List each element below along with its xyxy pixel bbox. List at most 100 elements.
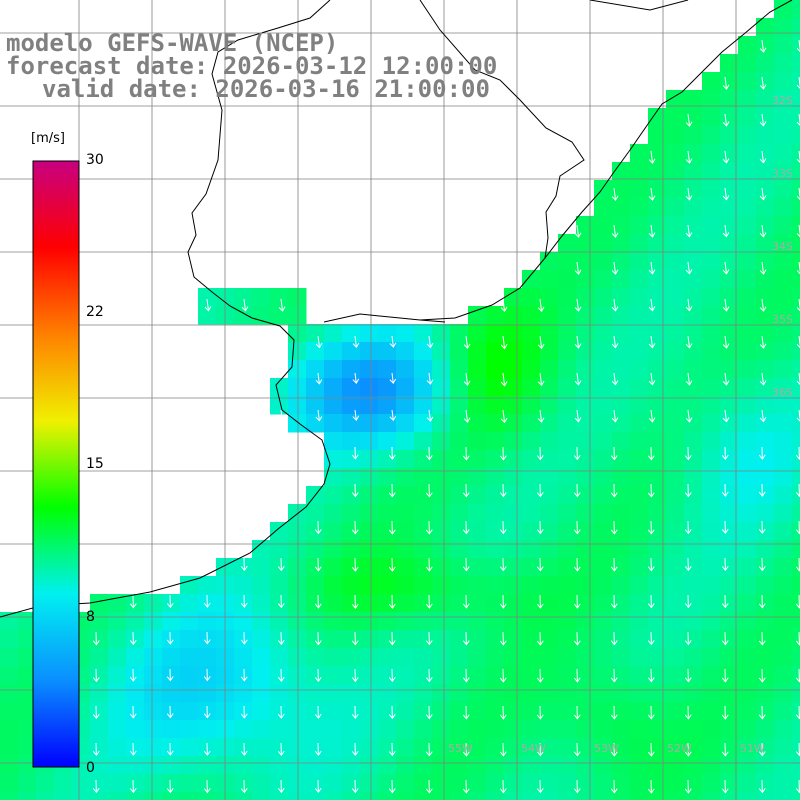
- wind-arrow: [536, 742, 544, 757]
- wind-cell: [324, 522, 343, 541]
- wind-cell: [468, 684, 487, 703]
- wind-cell: [378, 450, 397, 469]
- wind-cell: [342, 612, 361, 631]
- wind-cell: [126, 702, 145, 721]
- wind-cell: [702, 234, 721, 253]
- wind-cell: [792, 396, 800, 415]
- wind-cell: [306, 540, 325, 559]
- wind-cell: [432, 630, 451, 649]
- wind-cell: [540, 540, 559, 559]
- wind-arrows: [92, 39, 800, 794]
- wind-cell: [756, 162, 775, 181]
- wind-cell: [522, 270, 541, 289]
- wind-arrow: [463, 372, 471, 387]
- wind-cell: [144, 594, 163, 613]
- wind-cell: [360, 378, 379, 397]
- wind-cell: [342, 522, 361, 541]
- wind-cell: [558, 630, 577, 649]
- wind-cell: [324, 738, 343, 757]
- wind-cell: [738, 540, 757, 559]
- wind-arrow: [166, 594, 174, 609]
- wind-cell: [720, 720, 739, 739]
- wind-cell: [162, 738, 181, 757]
- wind-cell: [684, 558, 703, 577]
- wind-cell: [234, 576, 253, 595]
- wind-cell: [162, 648, 181, 667]
- wind-arrow: [351, 594, 359, 609]
- wind-cell: [414, 594, 433, 613]
- wind-cell: [72, 774, 91, 793]
- wind-cell: [450, 432, 469, 451]
- wind-arrow: [499, 631, 507, 646]
- wind-cell: [594, 360, 613, 379]
- wind-cell: [630, 648, 649, 667]
- wind-arrow: [684, 446, 692, 461]
- wind-cell: [720, 774, 739, 793]
- colorbar: [32, 160, 80, 768]
- wind-cell: [198, 792, 217, 800]
- wind-cell: [306, 396, 325, 415]
- wind-cell: [324, 792, 343, 800]
- wind-cell: [414, 468, 433, 487]
- wind-cell: [738, 756, 757, 775]
- wind-cell: [486, 396, 505, 415]
- wind-cell: [648, 612, 667, 631]
- wind-cell: [612, 756, 631, 775]
- wind-cell: [486, 720, 505, 739]
- wind-cell: [774, 252, 793, 271]
- wind-arrow: [536, 446, 544, 461]
- wind-arrow: [129, 594, 137, 609]
- wind-cell: [666, 702, 685, 721]
- wind-cell: [684, 468, 703, 487]
- wind-cell: [594, 450, 613, 469]
- wind-cell: [324, 324, 343, 343]
- wind-cell: [594, 306, 613, 325]
- wind-cell: [666, 396, 685, 415]
- wind-cell: [738, 36, 757, 55]
- wind-cell: [396, 648, 415, 667]
- wind-arrow: [721, 668, 729, 683]
- wind-cell: [702, 180, 721, 199]
- wind-cell: [198, 576, 217, 595]
- wind-cell: [576, 288, 595, 307]
- wind-cell: [648, 540, 667, 559]
- wind-cell: [576, 306, 595, 325]
- wind-arrow: [611, 298, 619, 312]
- wind-cell: [702, 396, 721, 415]
- wind-cell: [450, 648, 469, 667]
- wind-cell: [486, 378, 505, 397]
- wind-cell: [378, 414, 397, 433]
- wind-cell: [630, 558, 649, 577]
- wind-arrow: [425, 446, 433, 461]
- wind-cell: [450, 666, 469, 685]
- wind-arrow: [351, 779, 359, 794]
- wind-cell: [522, 342, 541, 361]
- wind-cell: [756, 342, 775, 361]
- wind-arrow: [388, 631, 396, 646]
- wind-arrow: [499, 668, 507, 683]
- wind-cell: [612, 594, 631, 613]
- wind-cell: [738, 162, 757, 181]
- wind-cell: [738, 108, 757, 127]
- wind-cell: [450, 630, 469, 649]
- wind-cell: [270, 774, 289, 793]
- wind-cell: [594, 288, 613, 307]
- wind-cell: [342, 486, 361, 505]
- wind-cell: [342, 396, 361, 415]
- wind-cell: [522, 684, 541, 703]
- wind-cell: [270, 288, 289, 307]
- wind-cell: [666, 540, 685, 559]
- wind-cell: [468, 378, 487, 397]
- wind-cell: [432, 450, 451, 469]
- wind-arrow: [610, 557, 618, 572]
- wind-cell: [558, 432, 577, 451]
- wind-cell: [90, 594, 109, 613]
- wind-cell: [522, 324, 541, 343]
- wind-cell: [630, 414, 649, 433]
- wind-arrow: [647, 594, 655, 609]
- wind-arrow: [166, 668, 174, 682]
- wind-arrow: [352, 335, 360, 349]
- wind-arrow: [685, 187, 693, 201]
- wind-arrow: [426, 409, 434, 423]
- wind-cell: [630, 468, 649, 487]
